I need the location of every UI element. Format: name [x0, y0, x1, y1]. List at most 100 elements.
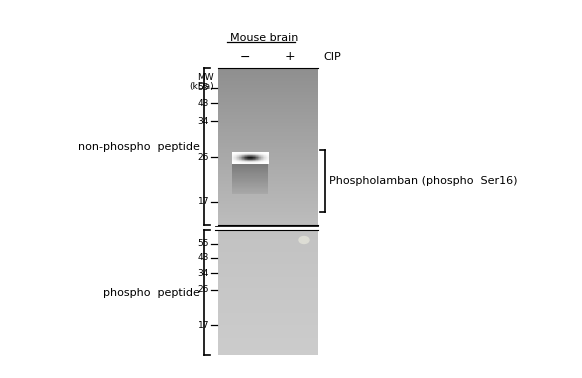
Bar	[257, 157, 258, 158]
Bar	[242, 158, 243, 159]
Bar	[251, 157, 252, 158]
Bar	[265, 157, 266, 158]
Bar	[265, 157, 267, 158]
Bar	[238, 155, 239, 156]
Bar	[232, 182, 268, 183]
Bar	[241, 154, 242, 155]
Bar	[263, 160, 264, 161]
Bar	[218, 349, 318, 350]
Bar	[232, 186, 268, 187]
Bar	[218, 161, 318, 162]
Bar	[251, 160, 253, 161]
Bar	[265, 158, 267, 159]
Bar	[250, 162, 251, 163]
Bar	[267, 156, 268, 158]
Bar	[259, 153, 260, 154]
Bar	[218, 208, 318, 209]
Bar	[254, 162, 255, 163]
Bar	[260, 162, 261, 163]
Bar	[218, 314, 318, 316]
Bar	[253, 161, 254, 162]
Bar	[262, 158, 264, 159]
Bar	[262, 159, 263, 160]
Bar	[218, 102, 318, 103]
Bar	[218, 283, 318, 285]
Bar	[236, 160, 237, 161]
Bar	[238, 163, 239, 164]
Bar	[243, 160, 244, 161]
Bar	[238, 154, 239, 155]
Bar	[233, 158, 234, 159]
Bar	[218, 191, 318, 192]
Bar	[242, 156, 243, 158]
Bar	[237, 157, 239, 158]
Bar	[252, 162, 253, 163]
Bar	[247, 154, 248, 155]
Bar	[258, 159, 259, 160]
Bar	[267, 159, 268, 160]
Bar	[266, 157, 267, 158]
Bar	[218, 258, 318, 260]
Bar	[261, 160, 262, 161]
Bar	[240, 162, 241, 163]
Bar	[234, 154, 235, 155]
Bar	[264, 154, 265, 155]
Bar	[268, 155, 269, 156]
Text: 17: 17	[197, 321, 209, 330]
Bar	[264, 152, 265, 153]
Bar	[266, 153, 267, 154]
Bar	[232, 154, 233, 155]
Bar	[246, 154, 247, 155]
Bar	[232, 163, 233, 164]
Bar	[252, 152, 253, 153]
Bar	[243, 156, 244, 157]
Bar	[251, 154, 252, 155]
Bar	[259, 160, 260, 161]
Bar	[218, 238, 318, 239]
Bar	[238, 153, 239, 154]
Bar	[218, 196, 318, 198]
Text: 34: 34	[198, 268, 209, 277]
Bar	[218, 235, 318, 236]
Bar	[250, 158, 251, 159]
Bar	[262, 157, 264, 158]
Bar	[258, 156, 259, 157]
Bar	[265, 152, 267, 153]
Bar	[241, 157, 242, 158]
Bar	[218, 319, 318, 321]
Bar	[248, 159, 249, 160]
Bar	[248, 160, 249, 161]
Bar	[265, 161, 266, 162]
Bar	[218, 268, 318, 269]
Bar	[267, 158, 268, 159]
Bar	[236, 156, 237, 157]
Bar	[256, 153, 257, 154]
Bar	[240, 155, 242, 156]
Bar	[218, 194, 318, 195]
Bar	[218, 243, 318, 244]
Bar	[218, 325, 318, 327]
Bar	[218, 350, 318, 352]
Bar	[247, 157, 248, 158]
Bar	[235, 154, 236, 155]
Bar	[218, 353, 318, 355]
Bar	[240, 163, 241, 164]
Bar	[267, 161, 268, 162]
Bar	[246, 159, 247, 160]
Bar	[239, 161, 240, 162]
Bar	[232, 178, 268, 179]
Bar	[262, 155, 263, 156]
Bar	[261, 153, 262, 154]
Bar	[264, 159, 265, 160]
Bar	[265, 156, 267, 158]
Text: 17: 17	[197, 197, 209, 206]
Bar	[218, 94, 318, 96]
Bar	[218, 280, 318, 282]
Bar	[254, 163, 255, 164]
Bar	[255, 158, 256, 159]
Bar	[239, 162, 240, 163]
Bar	[218, 139, 318, 140]
Bar	[243, 155, 244, 156]
Text: 43: 43	[198, 254, 209, 262]
Bar	[253, 155, 254, 156]
